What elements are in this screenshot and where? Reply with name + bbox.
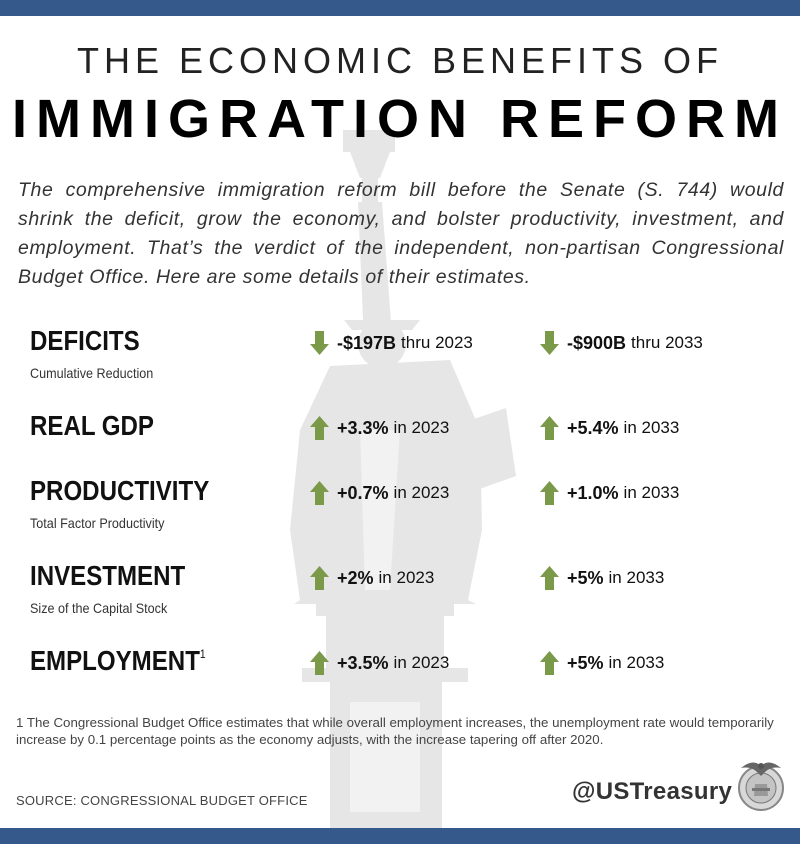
stat-value: +5% — [567, 652, 604, 673]
metric-label-text: DEFICITS — [30, 325, 140, 356]
stat-period: in 2023 — [393, 483, 450, 502]
stat-value: +0.7% — [337, 482, 389, 503]
stat-value: -$900B — [567, 332, 627, 353]
up-arrow-icon — [310, 416, 329, 440]
stat-2023: +2% in 2023 — [310, 566, 434, 590]
metric-label-text: REAL GDP — [30, 410, 154, 441]
stat-value: +2% — [337, 567, 374, 588]
stat-2023: +0.7% in 2023 — [310, 481, 449, 505]
down-arrow-icon — [310, 331, 329, 355]
treasury-seal-icon — [738, 762, 784, 811]
up-arrow-icon — [310, 651, 329, 675]
up-arrow-icon — [540, 416, 559, 440]
stat-value: +5% — [567, 567, 604, 588]
metric-label-text: PRODUCTIVITY — [30, 475, 210, 506]
stat-period: in 2023 — [378, 568, 435, 587]
metric-sublabel: Size of the Capital Stock — [30, 600, 168, 616]
title-line-1: THE ECONOMIC BENEFITS OF — [76, 40, 724, 81]
stat-2033: +1.0% in 2033 — [540, 481, 679, 505]
stat-period: in 2033 — [608, 568, 665, 587]
stat-period: thru 2023 — [401, 333, 473, 352]
stat-2033: +5% in 2033 — [540, 651, 664, 675]
up-arrow-icon — [540, 651, 559, 675]
metric-label: PRODUCTIVITY — [30, 475, 209, 507]
statue-of-liberty-watermark — [290, 130, 516, 830]
stat-value: +3.5% — [337, 652, 389, 673]
up-arrow-icon — [310, 481, 329, 505]
metric-row: DEFICITS Cumulative Reduction -$197B thru 2… — [0, 325, 800, 385]
up-arrow-icon — [540, 566, 559, 590]
stat-period: in 2023 — [393, 418, 450, 437]
metric-sublabel: Cumulative Reduction — [30, 365, 154, 381]
metric-row: PRODUCTIVITY Total Factor Productivity +0.… — [0, 475, 800, 535]
stat-period: in 2023 — [393, 653, 450, 672]
stat-period: in 2033 — [608, 653, 665, 672]
stat-value: -$197B — [337, 332, 397, 353]
up-arrow-icon — [310, 566, 329, 590]
stat-2023: -$197B thru 2023 — [310, 331, 473, 355]
bottom-bar — [0, 828, 800, 844]
footnote: 1 The Congressional Budget Office estima… — [16, 715, 774, 747]
stat-period: in 2033 — [623, 483, 680, 502]
metric-label: REAL GDP — [30, 410, 154, 442]
intro-paragraph: The comprehensive immigration reform bil… — [18, 179, 784, 288]
stat-2033: -$900B thru 2033 — [540, 331, 703, 355]
down-arrow-icon — [540, 331, 559, 355]
metric-row: INVESTMENT Size of the Capital Stock +2% in… — [0, 560, 800, 620]
metric-row: REAL GDP +3.3% in 2023 +5.4% in 2033 — [0, 410, 800, 470]
metric-label-text: EMPLOYMENT — [30, 645, 200, 676]
metric-row: EMPLOYMENT1 +3.5% in 2023 +5% in 2033 — [0, 645, 800, 705]
stat-2033: +5.4% in 2033 — [540, 416, 679, 440]
stat-2023: +3.3% in 2023 — [310, 416, 449, 440]
metric-sublabel: Total Factor Productivity — [30, 515, 165, 531]
footnote-marker: 1 — [199, 647, 206, 661]
stat-value: +1.0% — [567, 482, 619, 503]
metric-label: EMPLOYMENT1 — [30, 645, 206, 677]
metric-label: INVESTMENT — [30, 560, 185, 592]
twitter-handle[interactable]: @USTreasury — [572, 778, 733, 805]
top-bar — [0, 0, 800, 16]
stat-2033: +5% in 2033 — [540, 566, 664, 590]
metric-label-text: INVESTMENT — [30, 560, 186, 591]
stat-period: thru 2033 — [631, 333, 703, 352]
metric-label: DEFICITS — [30, 325, 140, 357]
source-note: SOURCE: CONGRESSIONAL BUDGET OFFICE — [16, 793, 308, 808]
stat-value: +3.3% — [337, 417, 389, 438]
stat-period: in 2033 — [623, 418, 680, 437]
stat-2023: +3.5% in 2023 — [310, 651, 449, 675]
title-line-2: IMMIGRATION REFORM — [12, 89, 788, 149]
stat-value: +5.4% — [567, 417, 619, 438]
up-arrow-icon — [540, 481, 559, 505]
